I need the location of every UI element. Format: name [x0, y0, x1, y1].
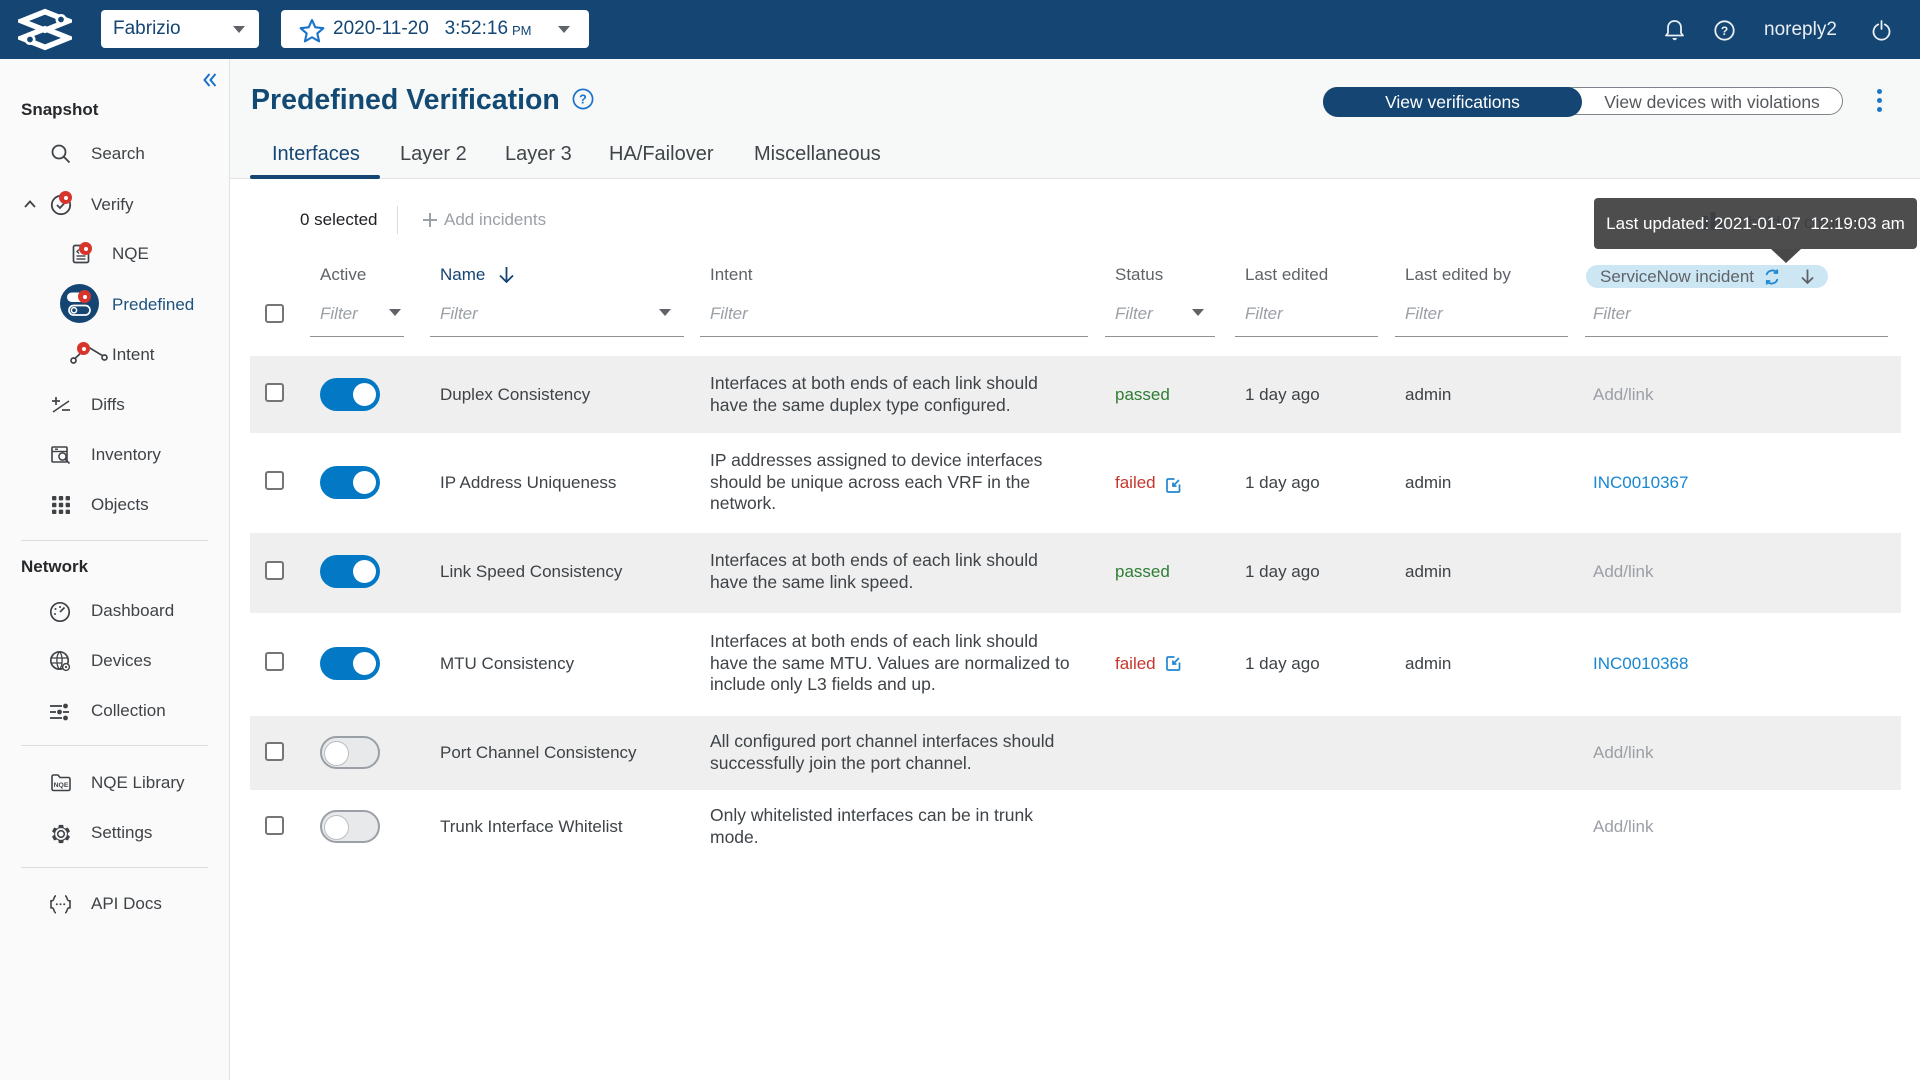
svg-text:?: ?: [579, 93, 587, 107]
svg-text:NQE: NQE: [54, 782, 69, 789]
svg-text:?: ?: [1721, 24, 1728, 38]
